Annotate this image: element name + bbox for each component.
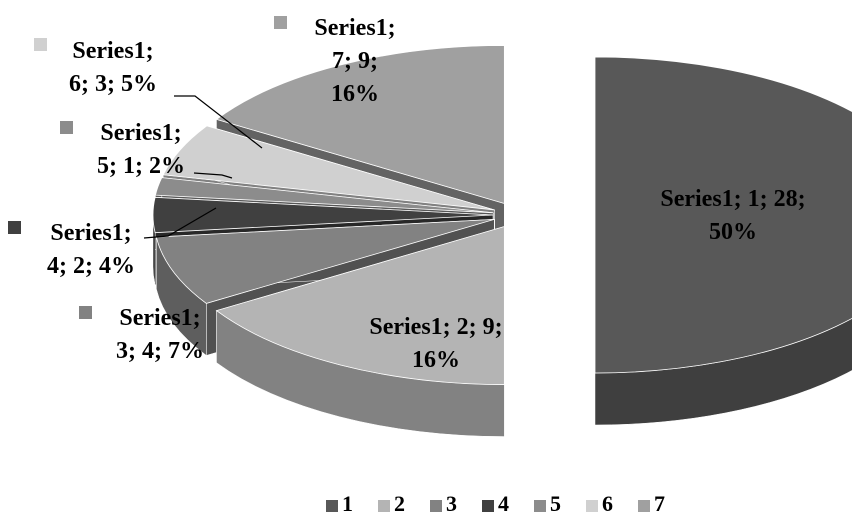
legend-item-4: 4 [482, 491, 509, 516]
data-label-marker-3 [79, 306, 92, 319]
legend: 1 2 3 4 5 6 7 [326, 491, 665, 516]
legend-swatch-2 [378, 500, 390, 512]
data-label-2-line-2: 16% [412, 347, 460, 373]
pie-slice-2 [215, 226, 505, 437]
data-label-marker-5 [60, 121, 73, 134]
legend-label-2: 2 [394, 491, 405, 516]
legend-label-4: 4 [498, 491, 509, 516]
pie-slices [152, 45, 852, 437]
leader-line-6 [174, 95, 263, 149]
data-label-1-line-2: 50% [709, 219, 757, 245]
data-label-marker-6 [34, 38, 47, 51]
data-label-marker-7 [274, 16, 287, 29]
data-label-5-line-2: 5; 1; 2% [97, 153, 185, 179]
leader-lines [143, 95, 263, 239]
data-label-7-line-3: 16% [331, 81, 379, 107]
data-label-7-line-1: Series1; [314, 15, 395, 41]
data-label-6: Series1; 6; 3; 5% [34, 38, 157, 97]
data-label-4-line-1: Series1; [50, 220, 131, 246]
legend-label-7: 7 [654, 491, 665, 516]
data-label-6-line-1: Series1; [72, 38, 153, 64]
data-label-6-line-2: 6; 3; 5% [69, 71, 157, 97]
data-label-7: Series1; 7; 9; 16% [274, 15, 396, 107]
data-label-marker-2 [331, 313, 344, 326]
legend-swatch-5 [534, 500, 546, 512]
data-label-2: Series1; 2; 9; 16% [331, 313, 503, 373]
data-label-5-line-1: Series1; [100, 120, 181, 146]
data-label-2-line-1: Series1; 2; 9; [369, 314, 502, 340]
legend-item-2: 2 [378, 491, 405, 516]
legend-label-5: 5 [550, 491, 561, 516]
data-label-7-line-2: 7; 9; [332, 48, 378, 74]
data-label-5: Series1; 5; 1; 2% [60, 120, 185, 179]
data-label-marker-4 [8, 221, 21, 234]
legend-swatch-3 [430, 500, 442, 512]
data-label-4: Series1; 4; 2; 4% [8, 220, 135, 279]
data-label-3: Series1; 3; 4; 7% [79, 305, 204, 364]
legend-swatch-1 [326, 500, 338, 512]
legend-label-3: 3 [446, 491, 457, 516]
legend-item-1: 1 [326, 491, 353, 516]
pie-slice-1 [594, 56, 852, 426]
legend-item-3: 3 [430, 491, 457, 516]
legend-item-7: 7 [638, 491, 665, 516]
legend-swatch-6 [586, 500, 598, 512]
legend-item-6: 6 [586, 491, 613, 516]
data-label-3-line-2: 3; 4; 7% [116, 338, 204, 364]
leader-line-5 [193, 172, 233, 179]
legend-item-5: 5 [534, 491, 561, 516]
data-label-3-line-1: Series1; [119, 305, 200, 331]
data-label-4-line-2: 4; 2; 4% [47, 253, 135, 279]
data-labels: Series1; 1; 28;50%Series1; 2; 9;16%Serie… [8, 15, 806, 373]
data-label-1: Series1; 1; 28; 50% [660, 186, 805, 245]
legend-label-1: 1 [342, 491, 353, 516]
legend-swatch-4 [482, 500, 494, 512]
legend-swatch-7 [638, 500, 650, 512]
data-label-1-line-1: Series1; 1; 28; [660, 186, 805, 212]
legend-label-6: 6 [602, 491, 613, 516]
leader-line-4 [143, 207, 217, 239]
